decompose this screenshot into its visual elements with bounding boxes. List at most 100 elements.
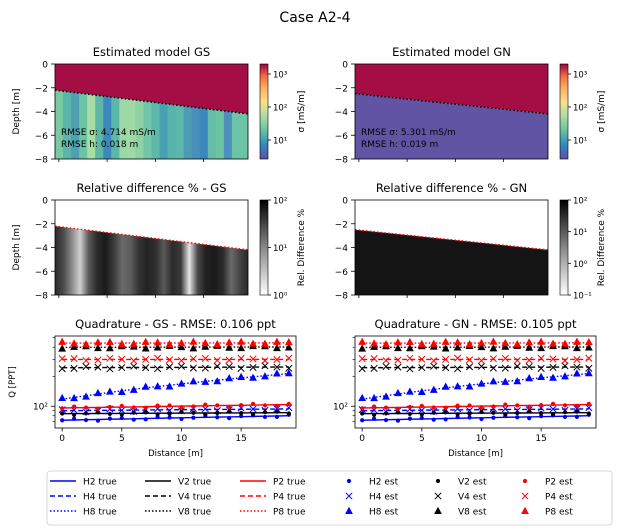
est-marker-h4: [201, 405, 209, 413]
est-marker-p8: [573, 337, 581, 345]
est-marker-h8: [405, 387, 414, 395]
y-tick-label: −2: [335, 84, 348, 94]
est-marker-v8: [501, 342, 510, 350]
est-marker-v2: [250, 411, 256, 417]
est-marker-p8: [453, 338, 462, 346]
est-marker-v8: [189, 344, 198, 352]
colorbar: [259, 63, 269, 160]
est-marker-p2: [419, 403, 424, 408]
y-axis: 0 −2 −4 −6 −8: [335, 197, 505, 302]
est-marker-v4: [165, 363, 174, 371]
x-tick-label: 10: [176, 434, 188, 444]
legend-label: V8 est: [458, 508, 487, 518]
model-column: [159, 102, 169, 159]
est-marker-v2: [562, 410, 568, 415]
colorbar-label: Rel. Difference %: [297, 208, 307, 286]
true-boundary-line: [55, 89, 248, 115]
est-marker-h8: [358, 393, 367, 402]
legend-label: V2 est: [458, 478, 487, 488]
legend-marker-v2: [435, 478, 441, 484]
gs_diff-panel: Relative difference % - GS 0 −2 −4 −6 −8 Depth…: [12, 181, 307, 302]
est-marker-p4: [213, 356, 221, 364]
y-axis: 0 −2 −4 −6 −8 Depth [m]: [12, 197, 205, 302]
est-marker-h8: [129, 385, 138, 393]
legend-marker-h4: [345, 492, 353, 500]
est-marker-p4: [358, 355, 366, 363]
est-marker-p2: [215, 403, 220, 408]
est-marker-h2: [479, 416, 484, 422]
y-tick-label: −6: [35, 268, 49, 278]
est-marker-h2: [215, 415, 220, 420]
est-marker-v4: [489, 364, 497, 372]
est-marker-h2: [562, 414, 568, 420]
est-marker-v4: [273, 363, 281, 371]
legend-frame: [46, 470, 613, 526]
est-marker-v2: [455, 412, 460, 417]
model-column: [207, 108, 217, 159]
model-column: [175, 104, 185, 159]
est-marker-v2: [431, 410, 436, 415]
est-marker-p4: [82, 356, 90, 365]
est-marker-v4: [537, 364, 545, 372]
est-marker-v2: [586, 411, 591, 416]
est-marker-p2: [455, 403, 460, 408]
est-marker-p2: [491, 404, 496, 409]
est-marker-v8: [441, 344, 450, 352]
y-tick-label: −4: [35, 244, 49, 254]
est-marker-p4: [394, 356, 402, 364]
est-marker-p4: [177, 357, 186, 365]
est-marker-p8: [561, 339, 569, 347]
y-axis: 0 −2 −4 −6 −8: [335, 61, 505, 166]
est-marker-h8: [573, 369, 581, 377]
legend-label: H8 est: [369, 508, 399, 518]
est-marker-h8: [429, 385, 438, 393]
est-marker-h8: [537, 372, 546, 380]
est-marker-v8: [225, 343, 234, 351]
est-marker-h2: [83, 417, 89, 423]
est-marker-v4: [465, 363, 474, 371]
heatmap: [55, 64, 248, 159]
est-marker-v4: [285, 364, 293, 372]
panel-title: Estimated model GS: [93, 45, 210, 59]
est-marker-p2: [71, 404, 77, 409]
est-marker-v2: [527, 409, 532, 414]
model-column: [223, 110, 233, 159]
est-marker-h2: [419, 415, 424, 421]
est-marker-v2: [95, 410, 101, 415]
colorbar-tick-label: 10²: [573, 104, 587, 114]
colorbar: [559, 63, 569, 160]
est-marker-v8: [525, 343, 534, 351]
est-marker-p2: [539, 403, 544, 408]
est-marker-p8: [117, 339, 126, 347]
est-marker-h2: [167, 415, 172, 420]
est-marker-p4: [225, 356, 233, 364]
est-marker-h2: [143, 417, 148, 422]
est-marker-h8: [382, 392, 390, 400]
y-tick-label: −6: [335, 132, 349, 142]
y-tick-label: −6: [335, 268, 349, 278]
est-marker-v4: [382, 362, 390, 371]
figure-title: Case A2-4: [279, 10, 350, 26]
est-marker-v2: [203, 412, 208, 417]
est-marker-v8: [394, 343, 402, 352]
gn_diff-panel: Relative difference % - GN 0 −2 −4 −6 −8 10² 10…: [335, 181, 607, 302]
true-line-v2: [362, 412, 589, 415]
est-marker-v2: [360, 411, 365, 416]
y-tick-label: 10²: [333, 403, 348, 413]
est-marker-p4: [537, 354, 545, 362]
est-marker-v4: [561, 362, 569, 370]
est-marker-v2: [131, 410, 136, 415]
legend-marker-v8: [434, 506, 442, 514]
est-marker-p2: [407, 404, 412, 410]
est-marker-h8: [549, 373, 557, 381]
est-marker-p8: [141, 337, 150, 345]
true-line-h2: [362, 415, 589, 421]
top-layer: [355, 64, 548, 114]
est-marker-p2: [286, 401, 291, 406]
est-marker-p8: [465, 340, 474, 348]
est-marker-p4: [58, 355, 66, 363]
panel-title: Estimated model GN: [392, 45, 511, 59]
est-marker-v4: [130, 362, 138, 370]
est-marker-h2: [360, 418, 365, 423]
est-marker-p2: [250, 401, 256, 406]
